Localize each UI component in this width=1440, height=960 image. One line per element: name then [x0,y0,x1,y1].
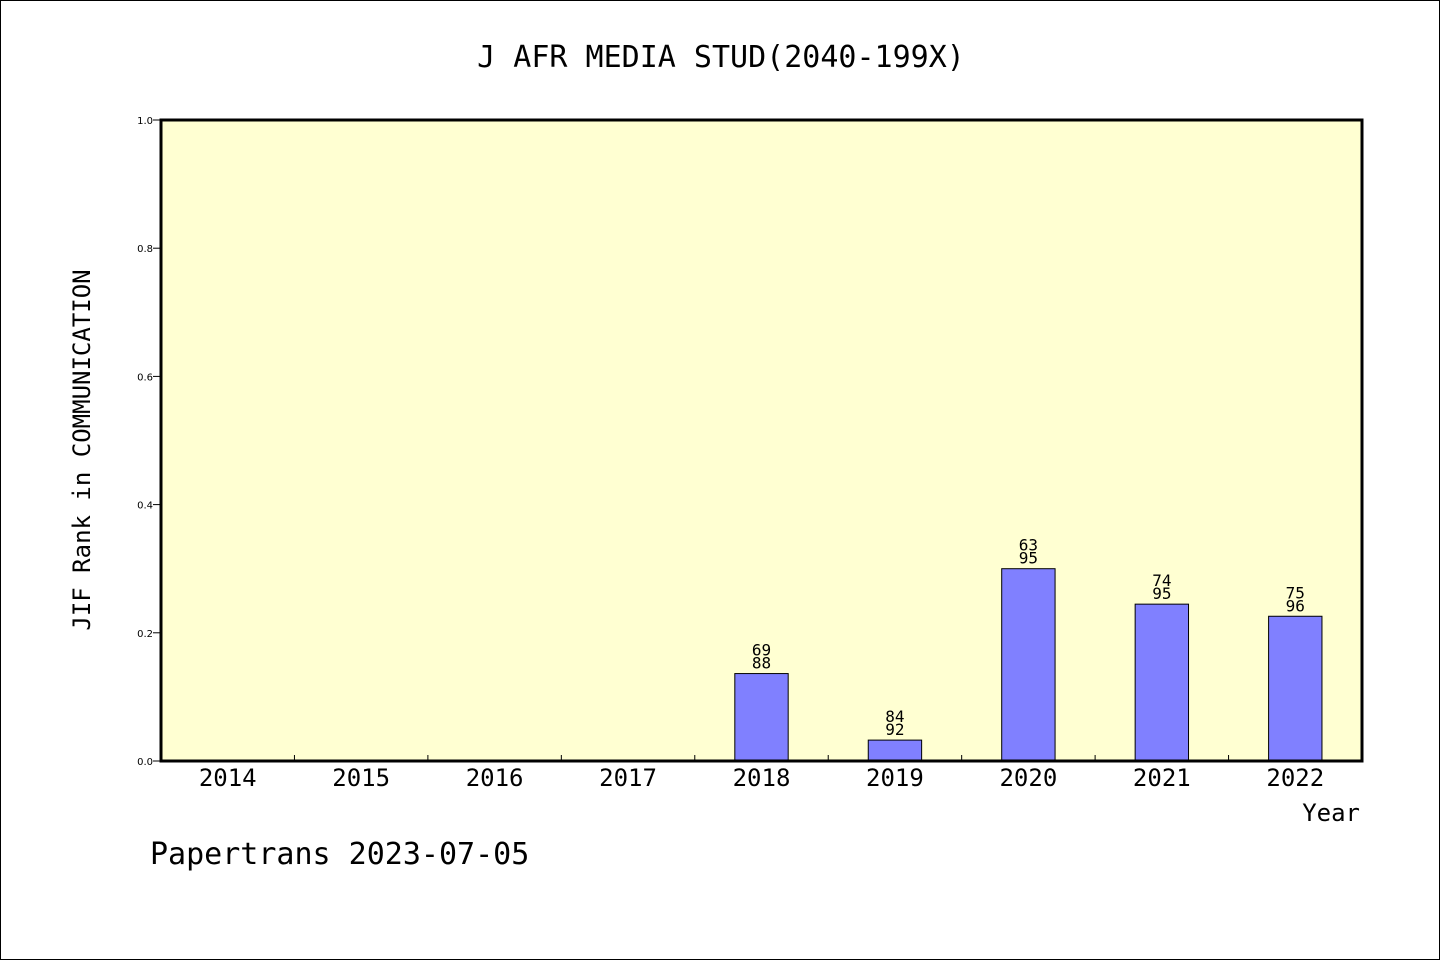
x-tick-label: 2015 [332,764,390,792]
y-tick-label: 1.0 [137,116,153,127]
x-axis: 2014 2015 2016 2017 2018 2019 2020 2021 2022 [199,755,1324,792]
bar-label-total: 95 [1152,584,1171,603]
bar-label-total: 96 [1286,596,1305,615]
chart-title: J AFR MEDIA STUD(2040-199X) [477,40,965,75]
y-axis-label: JIF Rank in COMMUNICATION [68,269,96,630]
bar-label-total: 92 [885,720,904,739]
bar-label-rank: 74 [1152,571,1171,590]
footer-credit: Papertrans 2023-07-05 [150,837,529,872]
bar-label-total: 88 [752,654,771,673]
y-tick-label: 0.8 [137,244,153,255]
bar [1268,615,1323,762]
x-tick-label: 2021 [1133,764,1191,792]
y-axis: 0.0 0.2 0.4 0.6 0.8 1.0 [137,116,161,768]
x-tick-label: 2022 [1266,764,1324,792]
bar-label-rank: 69 [752,641,771,660]
bar-label-rank: 84 [885,707,904,726]
x-tick-label: 2018 [733,764,791,792]
bar [867,739,923,762]
x-axis-label: Year [1302,799,1360,827]
bar-label-rank: 63 [1019,536,1038,555]
bar-series [734,568,1323,762]
bar-label-rank: 75 [1286,583,1305,602]
bar-label-total: 95 [1019,549,1038,568]
bar [734,673,789,762]
bar [1001,568,1056,762]
x-tick-label: 2014 [199,764,257,792]
x-tick-label: 2017 [599,764,657,792]
plot-border [159,118,1364,763]
y-tick-label: 0.2 [137,629,153,640]
bar [1134,603,1190,762]
y-tick-label: 0.6 [137,372,153,383]
x-tick-label: 2020 [999,764,1057,792]
y-tick-label: 0.4 [137,501,153,512]
y-tick-label: 0.0 [137,757,153,768]
x-tick-label: 2016 [466,764,524,792]
x-tick-label: 2019 [866,764,924,792]
